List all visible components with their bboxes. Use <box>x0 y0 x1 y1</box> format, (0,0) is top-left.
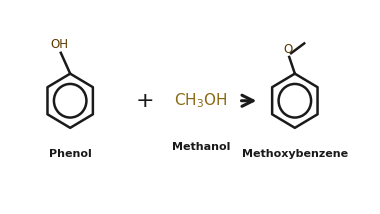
Text: Methoxybenzene: Methoxybenzene <box>242 149 348 159</box>
Text: CH$_3$OH: CH$_3$OH <box>174 91 228 110</box>
Text: OH: OH <box>50 38 68 51</box>
Text: O: O <box>283 43 293 56</box>
Text: Methanol: Methanol <box>172 143 230 152</box>
Text: +: + <box>136 91 154 111</box>
Text: Phenol: Phenol <box>49 149 92 159</box>
